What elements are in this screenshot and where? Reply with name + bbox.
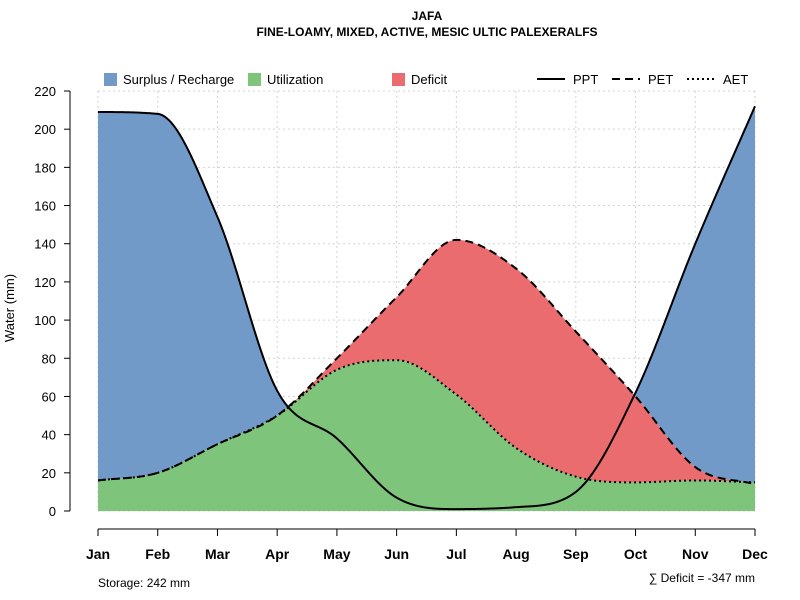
legend-label-surplus: Surplus / Recharge [123,72,234,87]
series-line-aet [97,359,756,484]
y-tick-label: 120 [34,275,56,290]
y-tick-label: 160 [34,199,56,214]
y-tick-label: 200 [34,122,56,137]
deficit-annotation: ∑ Deficit = -347 mm [649,571,755,585]
y-tick-label: 180 [34,160,56,175]
x-tick-label: May [323,546,350,562]
series-line-pet [97,238,756,486]
legend-label-ppt: PPT [573,72,598,87]
legend-label-pet: PET [648,72,673,87]
x-tick-label: Jan [86,546,110,562]
legend-swatch-utilization [248,73,261,86]
series-line-ppt [98,105,756,511]
y-tick-label: 100 [34,313,56,328]
x-tick-label: Mar [205,546,230,562]
x-tick-label: Jun [384,546,409,562]
x-tick-label: Aug [502,546,529,562]
utilization-area [98,360,755,511]
x-tick-label: Apr [265,546,290,562]
surplus-recharge-area [98,106,755,485]
y-tick-label: 20 [42,466,56,481]
x-tick-label: Dec [742,546,768,562]
legend-swatch-surplus [104,73,117,86]
y-tick-label: 220 [34,84,56,99]
y-tick-label: 80 [42,351,56,366]
x-tick-label: Oct [624,546,648,562]
legend-label-deficit: Deficit [411,72,448,87]
x-tick-label: Sep [563,546,589,562]
storage-annotation: Storage: 242 mm [98,576,190,590]
legend-swatch-deficit [392,73,405,86]
x-tick-label: Nov [682,546,709,562]
y-tick-label: 40 [42,428,56,443]
x-tick-label: Jul [446,546,466,562]
series-lines [97,105,756,511]
legend-label-utilization: Utilization [267,72,323,87]
legend-label-aet: AET [723,72,748,87]
deficit-area [98,239,755,483]
axes: 0 20 40 60 80 100 120 140 160 180 200 220 Jan Feb Mar A… [34,84,768,562]
chart-title: JAFA [412,9,443,23]
y-tick-label: 60 [42,389,56,404]
chart-subtitle: FINE-LOAMY, MIXED, ACTIVE, MESIC ULTIC P… [256,25,597,39]
area-fills [98,106,755,511]
y-tick-label: 0 [49,504,56,519]
y-axis-label: Water (mm) [2,274,17,342]
y-tick-label: 140 [34,237,56,252]
x-tick-label: Feb [145,546,170,562]
legend: Surplus / Recharge Utilization Deficit P… [104,72,748,87]
